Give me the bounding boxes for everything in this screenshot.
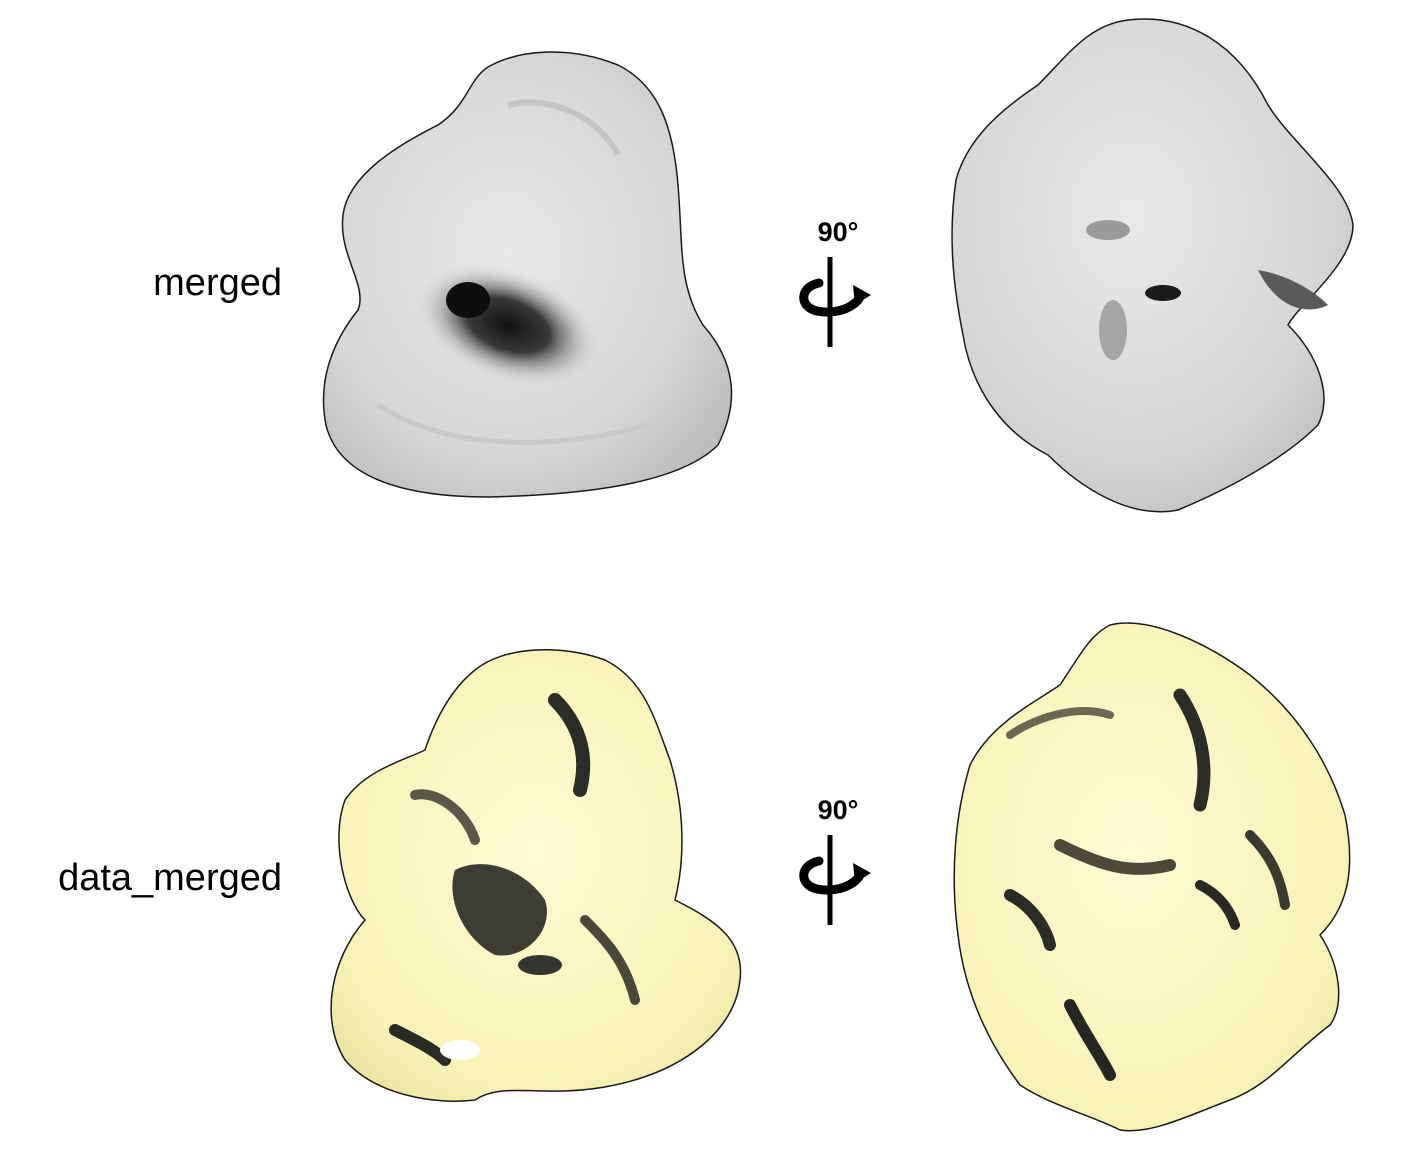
rotation-axis-icon: [799, 257, 871, 347]
merged-map-side-view: [951, 18, 1354, 513]
data-merged-map-side-view: [953, 622, 1351, 1132]
merged-map-front-view: [322, 51, 733, 498]
rotation-label-top: 90°: [817, 217, 859, 247]
data-merged-map-front-view: [330, 649, 742, 1102]
rotation-axis-icon: [799, 835, 871, 925]
rotation-label-bottom: 90°: [817, 795, 859, 825]
row-label-merged: merged: [153, 262, 282, 304]
row-label-data-merged: data_merged: [58, 857, 282, 899]
